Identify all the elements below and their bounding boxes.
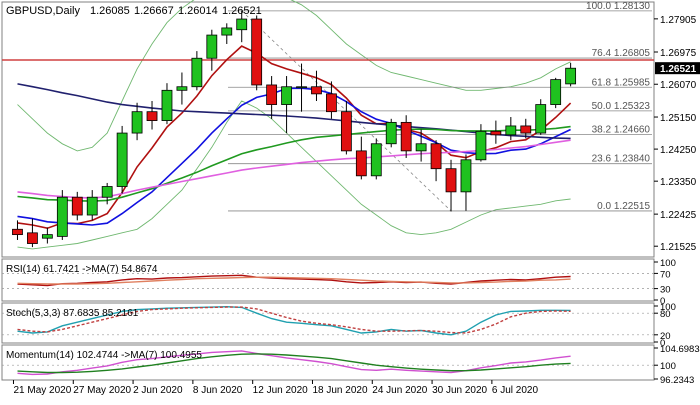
fib-level-label: 23.6 1.23840 xyxy=(592,154,651,165)
date-tick-label: 21 May 2020 xyxy=(13,385,71,396)
date-tick-label: 8 Jun 2020 xyxy=(193,385,243,396)
indicator-tick-label: 80 xyxy=(660,309,671,320)
price-tick-label: 1.26070 xyxy=(660,80,697,91)
date-tick-label: 12 Jun 2020 xyxy=(253,385,308,396)
indicator-tick-label: 20 xyxy=(660,331,671,342)
price-tick-label: 1.25150 xyxy=(660,113,697,124)
indicator-series-rsi_ma xyxy=(17,276,571,285)
candle-body xyxy=(41,234,53,239)
indicator-tick-label: 0 xyxy=(660,338,665,349)
rsi-title: RSI(14) 61.7421 ->MA(7) 54.8674 xyxy=(6,264,158,275)
candle-body xyxy=(266,84,278,105)
candle-body xyxy=(86,196,98,216)
fib-level-label: 61.8 1.25985 xyxy=(592,77,651,88)
open-value: 1.26085 xyxy=(90,5,130,17)
price-panel xyxy=(1,1,655,258)
candle-body xyxy=(116,132,128,187)
indicator-tick-label: 96.2343 xyxy=(660,375,694,386)
candle-body xyxy=(490,130,502,136)
candle-body xyxy=(445,168,457,193)
date-tick-label: 2 Jun 2020 xyxy=(133,385,183,396)
date-tick-label: 27 May 2020 xyxy=(73,385,131,396)
candle-body xyxy=(535,104,547,134)
low-value: 1.26014 xyxy=(178,5,218,17)
candle-body xyxy=(475,130,487,161)
candle-body xyxy=(565,67,577,85)
candle-body xyxy=(206,34,218,59)
indicator-tick-label: 30 xyxy=(660,285,671,296)
indicator-tick-label: 70 xyxy=(660,269,671,280)
fib-level-label: 100.0 1.28130 xyxy=(586,1,650,12)
momentum-panel xyxy=(1,344,655,381)
candle-body xyxy=(131,111,143,134)
date-tick-label: 30 Jun 2020 xyxy=(432,385,487,396)
rsi-panel xyxy=(1,258,655,302)
candle-body xyxy=(520,125,532,134)
indicator-tick-label: 100 xyxy=(660,302,676,313)
candle-body xyxy=(101,186,113,198)
candle-body xyxy=(355,150,367,177)
candle-body xyxy=(415,143,427,152)
candle-body xyxy=(12,228,23,236)
candle-body xyxy=(176,86,188,91)
candle-body xyxy=(340,111,352,152)
candle-body xyxy=(56,196,68,237)
last-price-badge xyxy=(655,62,700,75)
price-tick-label: 1.24250 xyxy=(660,145,697,156)
candle-body xyxy=(221,27,233,36)
fib-level-label: 76.4 1.26805 xyxy=(592,48,651,59)
candle-body xyxy=(71,196,83,216)
date-tick-label: 6 Jul 2020 xyxy=(492,385,539,396)
candle-body xyxy=(460,159,472,193)
stoch-panel xyxy=(1,302,655,344)
fib-level-label: 38.2 1.24660 xyxy=(592,124,651,135)
fib-level-label: 50.0 1.25323 xyxy=(592,101,651,112)
indicator-tick-label: 0 xyxy=(660,296,665,307)
candle-body xyxy=(311,86,322,95)
candle-body xyxy=(161,89,173,121)
close-value: 1.26521 xyxy=(222,5,262,17)
date-tick-label: 18 Jun 2020 xyxy=(312,385,367,396)
candle-body xyxy=(400,121,412,152)
candle-body xyxy=(385,121,397,145)
candle-body xyxy=(281,86,292,105)
momentum-title: Momentum(14) 102.4744 ->MA(7) 100.4955 xyxy=(6,350,202,361)
high-value: 1.26667 xyxy=(134,5,174,17)
price-tick-label: 1.27905 xyxy=(660,15,697,26)
indicator-tick-label: 100 xyxy=(660,258,676,269)
date-tick-label: 24 Jun 2020 xyxy=(372,385,427,396)
price-tick-label: 1.23350 xyxy=(660,177,697,188)
candle-body xyxy=(236,18,248,31)
last-price-label: 1.26521 xyxy=(660,64,697,75)
candle-body xyxy=(430,143,442,170)
candle-body xyxy=(505,125,517,136)
price-tick-label: 1.26975 xyxy=(660,48,697,59)
price-tick-label: 1.21525 xyxy=(660,242,697,253)
symbol-label: GBPUSD,Daily xyxy=(6,5,80,17)
candle-body xyxy=(550,79,562,105)
candle-body xyxy=(146,111,158,121)
indicator-tick-label: 104.6983 xyxy=(660,344,700,355)
price-tick-label: 1.22425 xyxy=(660,210,697,221)
bollinger-lower xyxy=(17,100,571,250)
candle-body xyxy=(191,57,203,88)
candle-body xyxy=(370,143,382,177)
candle-body xyxy=(326,93,337,113)
indicator-series-stoch_signal xyxy=(17,306,571,334)
indicator-series-momentum_ma xyxy=(17,353,571,374)
fib-level-label: 0.0 1.22515 xyxy=(597,201,650,212)
indicator-series-stoch_main xyxy=(17,305,571,336)
candle-body xyxy=(251,18,263,86)
stoch-title: Stoch(5,3,3) 87.6835 85.2161 xyxy=(6,308,139,319)
candle-body xyxy=(296,86,307,89)
indicator-series-rsi xyxy=(17,274,571,287)
indicator-tick-label: 100 xyxy=(660,361,676,372)
indicator-series-momentum xyxy=(17,350,571,376)
candle-body xyxy=(27,232,38,244)
bollinger-upper xyxy=(17,0,571,152)
